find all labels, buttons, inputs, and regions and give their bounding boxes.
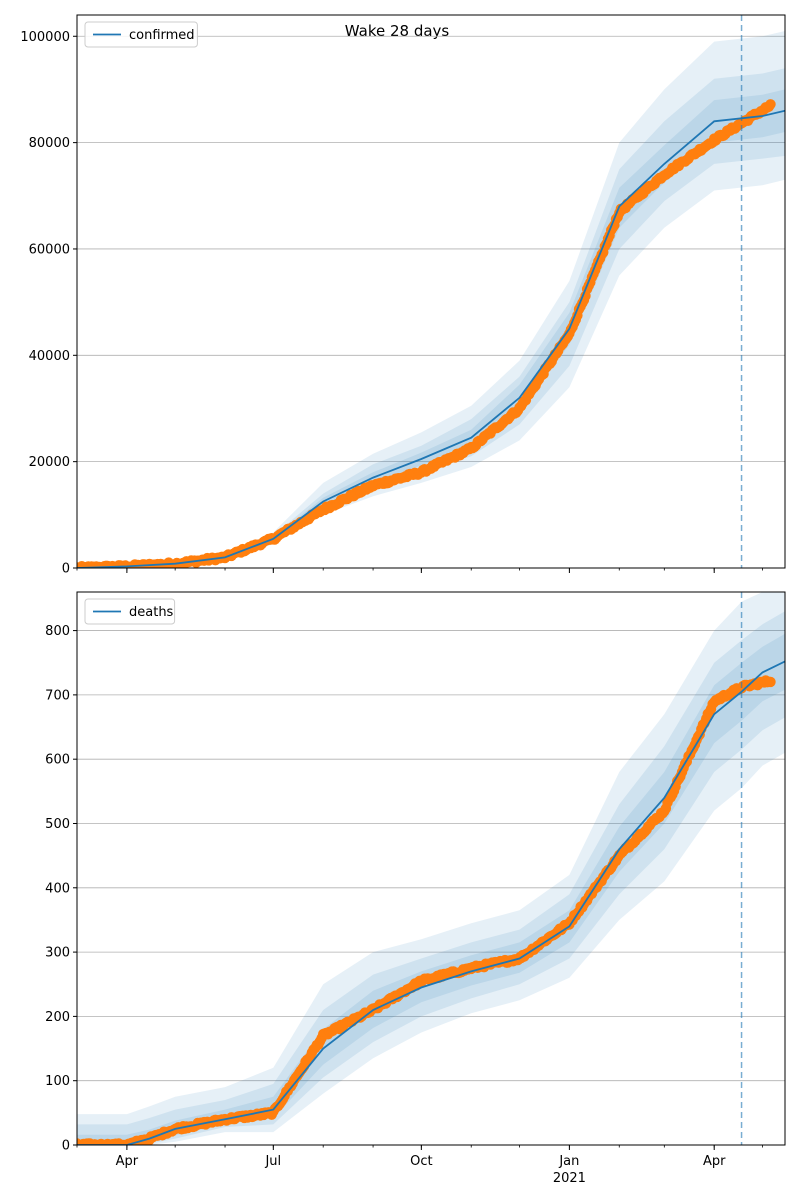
model-line (77, 660, 785, 1145)
observed-points (77, 99, 776, 568)
observed-points (77, 675, 776, 1145)
legend: deaths (84, 598, 176, 625)
x-tick-label: Jan (558, 1154, 579, 1169)
y-tick-label: 400 (45, 881, 70, 896)
y-tick-label: 300 (45, 946, 70, 961)
y-tick-label: 500 (45, 817, 70, 832)
x-tick-year-label: 2021 (553, 1171, 586, 1186)
y-tick-label: 0 (62, 562, 70, 577)
x-tick-label: Oct (410, 1154, 432, 1169)
y-tick-label: 60000 (29, 242, 70, 257)
y-tick-label: 20000 (29, 455, 70, 470)
figure-title: Wake 28 days (345, 22, 450, 40)
axes-frame (76, 14, 786, 569)
legend-box (84, 21, 198, 48)
legend-label: confirmed (129, 28, 195, 43)
y-tick-label: 80000 (29, 136, 70, 151)
observed-point (765, 676, 776, 688)
uncertainty-band-0 (77, 592, 785, 1145)
y-tick-label: 600 (45, 753, 70, 768)
y-tick-label: 200 (45, 1010, 70, 1025)
legend: confirmed (84, 21, 198, 48)
y-tick-label: 100000 (20, 30, 70, 45)
chart-bottom: 0 100 200 300 400 500 600 700 800 Apr Jul Oct Jan 202… (45, 591, 786, 1186)
x-tick-label: Jul (264, 1154, 281, 1169)
observed-point (765, 99, 776, 110)
x-tick-label: Apr (116, 1154, 139, 1169)
y-tick-label: 100 (45, 1074, 70, 1089)
x-tick-label: Apr (703, 1154, 726, 1169)
uncertainty-band-1 (77, 611, 785, 1145)
y-tick-label: 0 (62, 1139, 70, 1154)
chart-top: 0 20000 40000 60000 80000 100000 confirmed (20, 14, 786, 577)
legend-label: deaths (129, 605, 174, 620)
model-line (77, 109, 785, 568)
y-tick-label: 700 (45, 688, 70, 703)
legend-box (84, 598, 176, 625)
y-tick-label: 800 (45, 624, 70, 639)
y-tick-label: 40000 (29, 349, 70, 364)
axes-frame (76, 591, 786, 1146)
uncertainty-band-0 (77, 31, 785, 568)
